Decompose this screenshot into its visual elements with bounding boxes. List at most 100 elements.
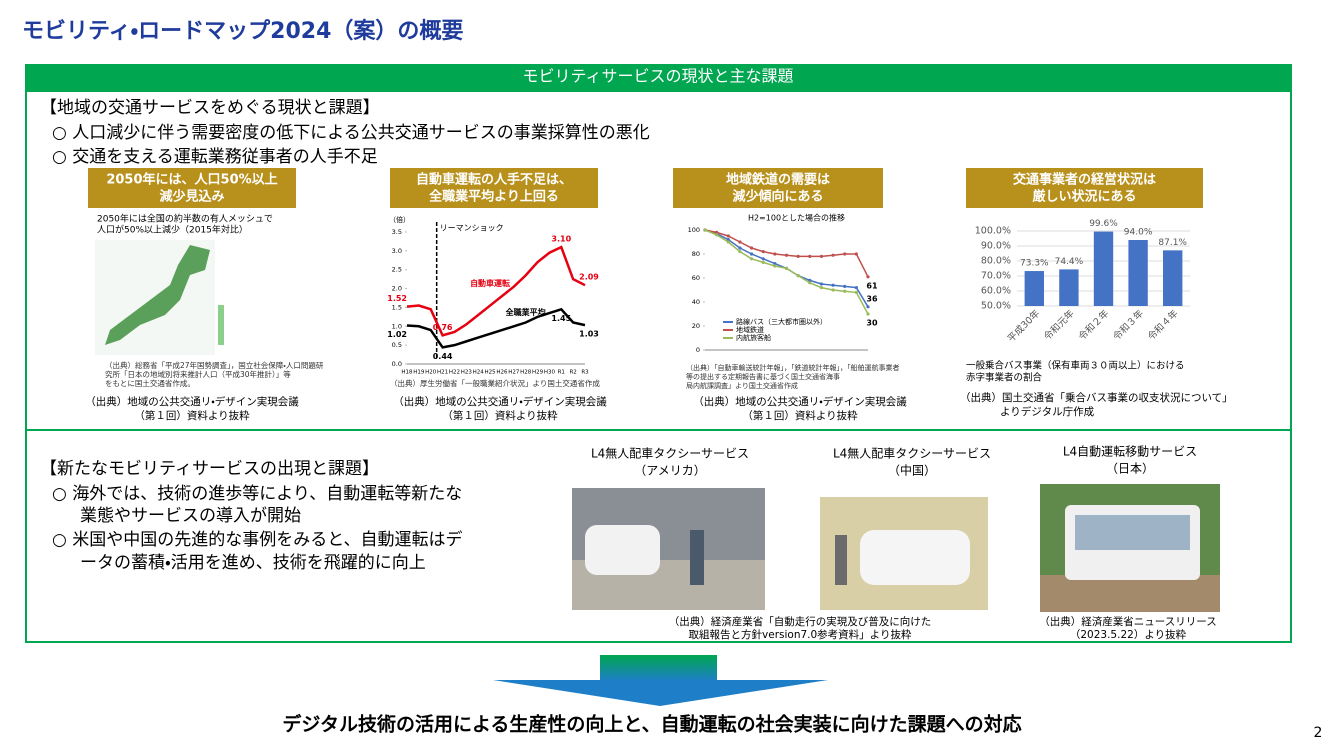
point: [866, 275, 870, 279]
y-tick-label: 40: [692, 298, 700, 306]
bar: [1128, 240, 1148, 306]
value-label: 0.76: [433, 323, 453, 332]
series-line: [406, 307, 586, 349]
value-label: 74.4%: [1055, 257, 1084, 267]
legend-label: 自動車運転: [470, 278, 510, 288]
point: [726, 238, 730, 242]
x-tick-label: H29: [532, 370, 544, 376]
map-note: 2050年には全国の約半数の有人メッシュで: [97, 213, 273, 225]
y-tick-label: 60: [692, 274, 700, 282]
map-legend: [218, 305, 224, 345]
x-tick-label: 令和３年: [1111, 307, 1147, 343]
y-tick-label: 2.0: [392, 285, 402, 293]
bar: [1163, 250, 1183, 306]
source: 取組報告と方針version7.0参考資料」より抜粋: [689, 628, 912, 641]
small-source: 局内航課調査」より国土交通省作成: [686, 381, 798, 390]
bullet: 業態やサービスの導入が開始: [80, 506, 301, 526]
x-tick-label: H21: [437, 370, 448, 376]
y-tick-label: 60.0%: [981, 286, 1011, 297]
value-label: 1.45: [551, 314, 571, 323]
banner-bg: [25, 64, 1292, 91]
point: [773, 264, 777, 268]
value-label: 3.10: [551, 235, 571, 244]
bullet: ○ 海外では、技術の進歩等により、自動運転等新たな: [52, 484, 462, 504]
arrow-head: [493, 680, 828, 706]
photo-caption: L4無人配車タクシーサービス: [833, 446, 991, 461]
point: [843, 284, 847, 288]
bar: [1024, 271, 1044, 306]
small-source: （出典）総務省「平成27年国勢調査」，国立社会保障・人口問題研: [105, 360, 324, 370]
point: [773, 262, 777, 266]
value-label: 36: [866, 294, 878, 303]
source: （出典）国土交通省「乗合バス事業の収支状況について」: [960, 391, 1233, 404]
y-tick-label: 0: [696, 346, 700, 354]
x-tick-label: H28: [520, 370, 532, 376]
panel-title: 全職業平均より上回る: [429, 189, 559, 205]
source: （出典）地域の公共交通リ・デザイン実現会議: [693, 395, 907, 408]
x-tick-label: H24: [473, 370, 485, 376]
source: （第１回）資料より抜粋: [134, 409, 250, 422]
photo-caption: （日本）: [1106, 462, 1154, 476]
bullet: ータの蓄積・活用を進め、技術を飛躍的に向上: [80, 553, 426, 573]
point: [819, 254, 824, 258]
value-label: 99.6%: [1089, 219, 1118, 229]
photo-car: [860, 530, 970, 585]
source: （出典）地域の公共交通リ・デザイン実現会議: [393, 395, 607, 408]
source: よりデジタル庁作成: [1000, 405, 1095, 418]
point: [749, 246, 754, 250]
point: [854, 290, 858, 294]
value-label: 0.44: [433, 352, 453, 361]
small-source: をもとに国土交通省作成。: [105, 378, 195, 388]
x-tick-label: R3: [581, 370, 589, 376]
annotation: リーマンショック: [440, 224, 504, 233]
value-label: 1.03: [579, 330, 599, 339]
map-note: 人口が50%以上減少（2015年対比）: [97, 224, 248, 236]
y-tick-label: 1.5: [392, 303, 402, 311]
y-unit: （倍）: [389, 215, 410, 224]
point: [784, 253, 789, 257]
y-tick-label: 3.0: [392, 247, 402, 255]
panel-header: [966, 168, 1203, 208]
x-tick-label: H30: [544, 370, 556, 376]
photo-person: [835, 535, 847, 585]
title: モビリティ・ロードマップ2024（案）の概要: [22, 18, 463, 44]
point: [808, 254, 812, 258]
point: [761, 260, 765, 264]
x-tick-label: 令和元年: [1041, 307, 1077, 343]
small-source: 究所「日本の地域別将来推計人口（平成30年推計）」等: [105, 369, 291, 379]
bar: [1059, 269, 1079, 306]
bullet: ○ 人口減少に伴う需要密度の低下による公共交通サービスの事業採算性の悪化: [52, 123, 650, 143]
section-heading: 【地域の交通サービスをめぐる現状と課題】: [40, 98, 380, 118]
panel-title: 2050年には、人口50%以上: [106, 172, 277, 188]
legend-label: 内航旅客船: [736, 333, 771, 342]
conclusion: デジタル技術の活用による生産性の向上と、自動運転の社会実装に向けた課題への対応: [282, 713, 1021, 736]
chart-note: 一般乗合バス事業（保有車両３０両以上）における: [966, 360, 1185, 372]
point: [808, 281, 812, 285]
y-tick-label: 50.0%: [981, 301, 1011, 312]
photo-car: [585, 525, 660, 575]
legend-label: 地域鉄道: [736, 325, 764, 334]
arrow-stem: [600, 655, 717, 681]
photo-road: [1040, 575, 1220, 612]
point: [749, 252, 754, 256]
series-line: [406, 245, 586, 337]
point: [726, 234, 730, 238]
point: [819, 282, 824, 286]
bar: [1093, 231, 1114, 306]
point: [831, 283, 835, 287]
point: [866, 312, 870, 316]
x-tick-label: 令和４年: [1145, 307, 1181, 343]
y-tick-label: 70.0%: [981, 271, 1011, 282]
point: [796, 274, 800, 278]
point: [738, 246, 742, 250]
photo-caption: L4無人配車タクシーサービス: [591, 446, 749, 461]
value-label: 1.52: [387, 294, 407, 303]
x-tick-label: 令和２年: [1076, 307, 1112, 343]
source: （第１回）資料より抜粋: [442, 409, 558, 422]
bullet: ○ 交通を支える運転業務従事者の人手不足: [52, 147, 378, 167]
point: [854, 252, 858, 256]
point: [761, 250, 765, 254]
panel-header: [673, 168, 883, 208]
small-source: 等の提出する定期報告書に基づく国土交通省海事: [686, 372, 840, 381]
x-tick-label: H25: [484, 370, 496, 376]
